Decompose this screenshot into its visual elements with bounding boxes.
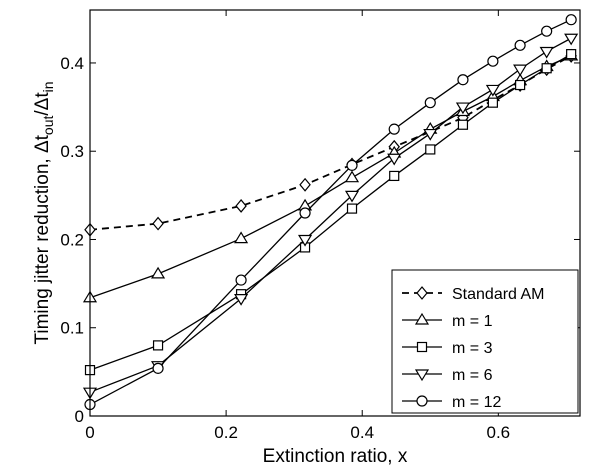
- series-3-point: [457, 119, 469, 130]
- series-4-point: [539, 46, 554, 59]
- y-axis-label-main: Timing jitter reduction, Δt: [32, 134, 53, 344]
- series-2-point: [344, 170, 360, 183]
- series-1-line: [89, 55, 572, 231]
- series-3-point: [346, 203, 358, 214]
- y-tick-label: 0.4: [60, 54, 84, 73]
- y-tick-label: 0: [75, 407, 84, 426]
- legend-entry-2-marker: [414, 312, 430, 325]
- y-axis-label-sub-in: in: [40, 81, 56, 92]
- series-4-point: [234, 294, 249, 306]
- legend-entry-5-label: m = 12: [452, 394, 501, 411]
- y-axis-label-mid: /Δt: [32, 92, 53, 116]
- legend-entry-3-label: m = 3: [452, 340, 493, 357]
- plot-marks: [82, 14, 579, 411]
- y-axis-label: Timing jitter reduction, Δtout/Δtin: [32, 81, 56, 344]
- legend-entry-4-marker: [414, 369, 430, 382]
- y-tick-label: 0.1: [60, 319, 84, 338]
- axes-frame: [89, 9, 581, 417]
- series-5-point: [487, 55, 499, 67]
- series-5-point: [388, 123, 400, 135]
- series-5-point: [514, 39, 526, 51]
- series-5-point: [299, 207, 311, 219]
- y-axis-label-sub-out: out: [40, 116, 56, 136]
- series-2-point: [234, 231, 249, 244]
- series-3-point: [425, 144, 436, 155]
- series-2-line: [89, 55, 572, 299]
- x-tick-label: 0.4: [350, 423, 374, 442]
- legend-entry-1-label: Standard AM: [452, 286, 545, 303]
- series-5-point: [457, 74, 469, 86]
- series-1-point: [235, 199, 247, 213]
- series-4-point: [564, 33, 579, 46]
- series-3-point: [566, 49, 577, 60]
- series-5-point: [565, 14, 577, 26]
- x-axis-label: Extinction ratio, x: [263, 446, 408, 467]
- legend-entry-1-marker: [416, 286, 428, 300]
- series-3-point: [487, 97, 498, 108]
- legend: Standard AM m = 1 m = 3 m = 6 m = 12: [391, 269, 579, 414]
- series-5-point: [346, 159, 358, 171]
- series-5-point: [235, 274, 247, 286]
- series-3-point: [389, 170, 400, 182]
- series-4-point: [423, 128, 438, 141]
- y-tick-label: 0.3: [60, 142, 84, 161]
- series-1-point: [152, 216, 164, 231]
- series-4-point: [387, 153, 402, 166]
- y-tick-label: 0.2: [60, 230, 84, 249]
- series-2-point: [150, 266, 166, 279]
- series-3-point: [515, 79, 526, 91]
- legend-entry-3-marker: [416, 341, 428, 353]
- legend-entry-2-label: m = 1: [452, 313, 493, 330]
- series-3-point: [152, 340, 164, 351]
- legend-entry-4-label: m = 6: [452, 367, 493, 384]
- axis-ticks: 0 0.2 0.4 0.6 0 0.1 0.2 0.3 0.4: [60, 10, 580, 442]
- series-4-point: [455, 102, 471, 115]
- series-4-point: [344, 190, 360, 203]
- series-5-point: [541, 25, 553, 37]
- series-3-point: [541, 63, 552, 74]
- legend-entry-5-marker: [416, 395, 428, 407]
- series-5-point: [424, 97, 436, 109]
- x-tick-label: 0.6: [487, 423, 511, 442]
- series-4-point: [485, 84, 500, 97]
- series-5-point: [152, 362, 164, 374]
- x-tick-label: 0.2: [214, 423, 238, 442]
- series-4-point: [513, 64, 528, 77]
- x-tick-label: 0: [85, 423, 94, 442]
- series-1-point: [299, 177, 311, 192]
- legend-items: Standard AM m = 1 m = 3 m = 6 m = 12: [402, 286, 545, 411]
- series-4-point: [297, 234, 313, 247]
